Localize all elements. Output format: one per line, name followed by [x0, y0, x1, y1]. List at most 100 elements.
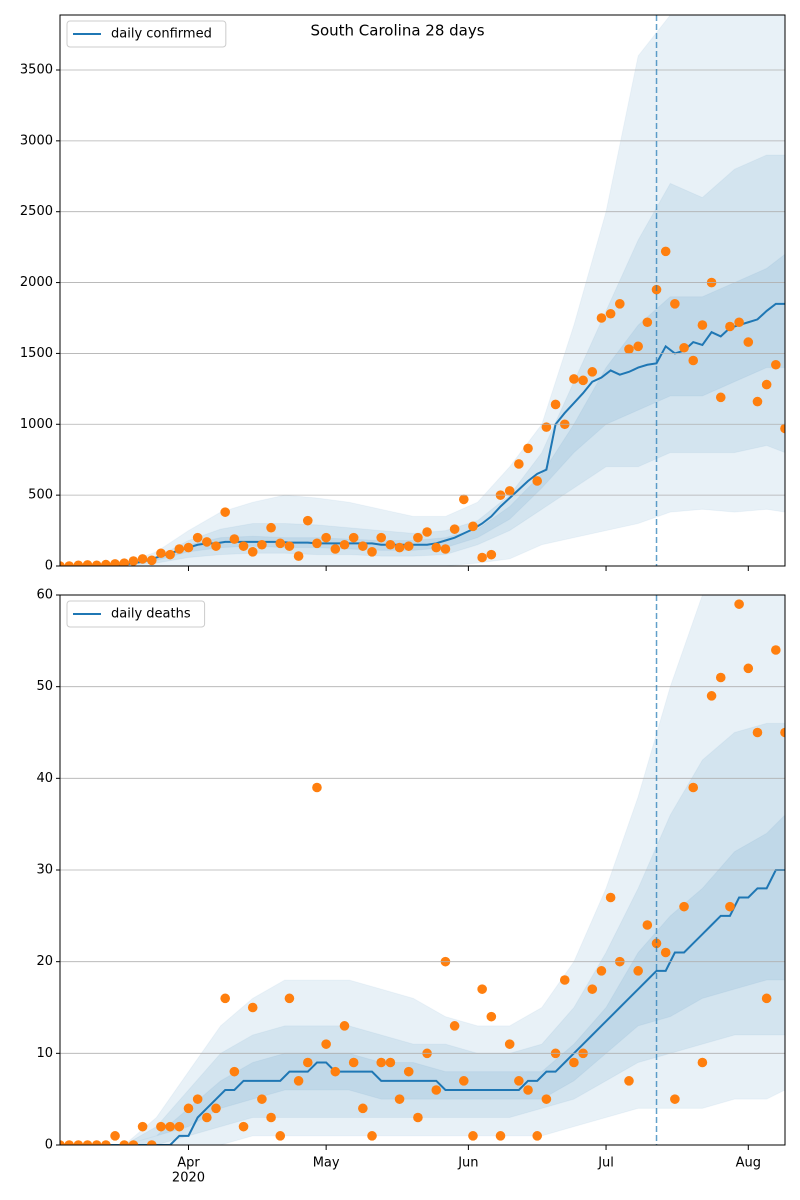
data-point [220, 993, 230, 1004]
y-tick-label: 1500 [20, 346, 53, 361]
data-point [486, 1011, 497, 1022]
data-point [192, 532, 203, 543]
data-point [725, 901, 735, 912]
data-point [578, 375, 588, 386]
data-point [431, 542, 442, 553]
data-point [128, 556, 139, 566]
data-point [284, 993, 295, 1004]
data-point [715, 672, 726, 683]
x-year-label: 2020 [172, 1171, 205, 1186]
data-point [761, 993, 772, 1004]
data-point [725, 321, 735, 332]
y-tick-label: 50 [36, 679, 53, 694]
data-point [385, 539, 396, 550]
axes: 0 500 1000 1500 2000 2500 3000 3500 South Caroli… [20, 14, 786, 574]
data-point [376, 532, 387, 543]
x-tick-label: Aug [736, 1156, 761, 1171]
data-point [752, 727, 763, 738]
data-point [596, 966, 607, 976]
data-point [743, 337, 754, 347]
data-point [688, 782, 699, 793]
data-point [348, 532, 359, 543]
data-point [146, 555, 157, 566]
data-point [137, 554, 148, 564]
data-point [165, 1121, 175, 1132]
data-point [468, 1131, 478, 1141]
data-point [706, 691, 717, 701]
data-point [743, 663, 754, 674]
uncertainty-band [60, 722, 785, 1145]
data-point [449, 1021, 460, 1031]
data-point [679, 901, 689, 912]
data-point [679, 342, 689, 353]
data-point [284, 541, 295, 551]
data-point [477, 552, 487, 563]
y-tick-label: 30 [36, 863, 53, 878]
legend-box [66, 600, 206, 628]
data-point [266, 522, 276, 533]
data-point [220, 507, 230, 517]
data-point [440, 544, 451, 554]
data-point [541, 422, 552, 432]
data-point [367, 1131, 377, 1141]
data-point [403, 541, 414, 551]
data-point [101, 1140, 111, 1145]
data-point [422, 527, 432, 537]
data-point [302, 515, 313, 526]
data-point [752, 396, 763, 407]
data-point [358, 541, 368, 551]
uncertainty-band [60, 15, 785, 566]
data-point [192, 1094, 203, 1104]
plot-area [60, 15, 785, 566]
data-point [321, 1039, 331, 1049]
data-point [771, 359, 781, 370]
data-point [660, 246, 671, 257]
data-point [431, 1085, 442, 1095]
legend: daily confirmed [66, 20, 227, 48]
data-point [477, 984, 487, 994]
data-point [780, 423, 785, 434]
data-point [275, 538, 286, 549]
data-point [715, 392, 726, 403]
data-point [339, 539, 350, 550]
data-point [119, 1140, 130, 1145]
data-point [670, 299, 680, 309]
data-point [293, 1076, 304, 1086]
data-point [523, 443, 533, 454]
data-point [64, 1140, 74, 1145]
data-point [633, 966, 643, 976]
y-tick-label: 0 [45, 559, 53, 574]
legend-label: daily deaths [111, 607, 191, 622]
data-point [312, 782, 322, 793]
data-point [734, 317, 744, 328]
data-point [247, 1002, 258, 1013]
data-point [624, 344, 634, 354]
data-point [486, 549, 497, 560]
data-point [458, 1076, 469, 1086]
y-tick-label: 2000 [20, 275, 53, 290]
data-point [302, 1057, 313, 1068]
data-point [82, 560, 93, 566]
data-point [64, 561, 74, 566]
data-point [394, 1094, 405, 1104]
data-point [110, 559, 120, 566]
data-point [82, 1140, 93, 1145]
data-point [596, 313, 607, 323]
data-point [413, 1112, 423, 1123]
x-tick-label: May [313, 1156, 340, 1171]
y-tick-label: 40 [36, 771, 53, 786]
data-point [174, 544, 185, 554]
plot-area [60, 595, 785, 1145]
data-point [119, 558, 130, 566]
data-point [458, 494, 469, 505]
data-point [247, 547, 258, 557]
data-point [238, 1121, 249, 1132]
y-tick-label: 10 [36, 1046, 53, 1061]
axes-frame [59, 594, 786, 1146]
data-point [734, 599, 744, 609]
data-point [587, 984, 598, 994]
data-point [633, 341, 643, 352]
data-point [275, 1131, 286, 1141]
data-point [211, 1103, 221, 1114]
